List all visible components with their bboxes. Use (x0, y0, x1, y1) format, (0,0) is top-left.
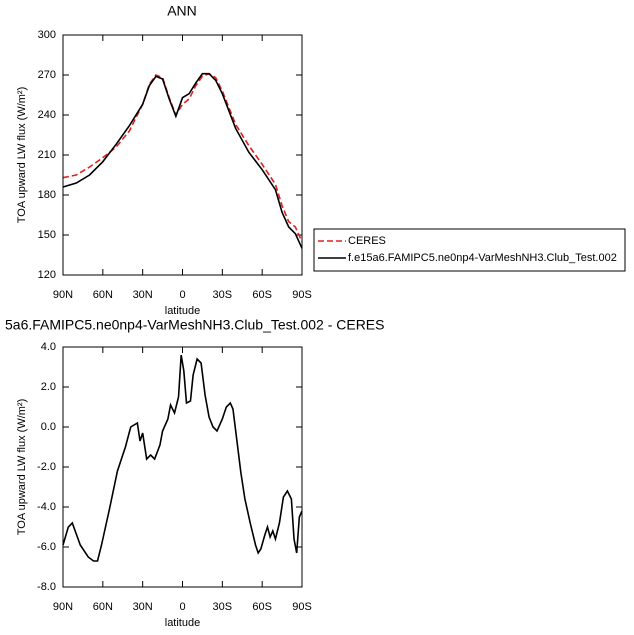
y-tick-label: 120 (38, 269, 56, 281)
x-tick-label: 30S (213, 289, 233, 301)
y-tick-label: 240 (38, 109, 56, 121)
x-tick-label: 90N (53, 601, 73, 613)
x-tick-label: 60N (93, 601, 113, 613)
legend-box (313, 228, 626, 272)
y-axis-label: TOA upward LW flux (W/m²) (16, 87, 28, 224)
x-tick-label: 60S (252, 289, 272, 301)
y-axis-label: TOA upward LW flux (W/m²) (16, 399, 28, 536)
x-tick-label: 60S (252, 601, 272, 613)
x-tick-label: 90S (292, 289, 312, 301)
legend-label: CERES (348, 235, 386, 247)
y-tick-label: -2.0 (37, 461, 56, 473)
x-tick-label: 90N (53, 289, 73, 301)
y-tick-label: -4.0 (37, 501, 56, 513)
y-tick-label: 210 (38, 149, 56, 161)
y-tick-label: 4.0 (41, 341, 56, 353)
y-tick-label: -6.0 (37, 541, 56, 553)
y-tick-label: 180 (38, 189, 56, 201)
data-line (62, 72, 303, 249)
y-tick-label: 0.0 (41, 421, 56, 433)
x-tick-label: 30S (213, 601, 233, 613)
x-tick-label: 30N (133, 289, 153, 301)
plot-frame (62, 34, 303, 276)
x-tick-label: 0 (179, 601, 185, 613)
x-tick-label: 30N (133, 601, 153, 613)
chart-title: 5a6.FAMIPC5.ne0np4-VarMeshNH3.Club_Test.… (5, 317, 384, 333)
y-tick-label: 150 (38, 229, 56, 241)
plot-frame (62, 346, 303, 588)
data-line (62, 72, 303, 242)
y-tick-label: -8.0 (37, 581, 56, 593)
x-axis-label: latitude (165, 617, 200, 629)
x-tick-label: 90S (292, 601, 312, 613)
x-axis-label: latitude (165, 305, 200, 317)
y-tick-label: 270 (38, 69, 56, 81)
x-tick-label: 0 (179, 289, 185, 301)
y-tick-label: 2.0 (41, 381, 56, 393)
x-tick-label: 60N (93, 289, 113, 301)
y-tick-label: 300 (38, 29, 56, 41)
legend-label: f.e15a6.FAMIPC5.ne0np4-VarMeshNH3.Club_T… (348, 252, 617, 264)
chart-title: ANN (167, 3, 197, 19)
data-line (62, 354, 303, 562)
